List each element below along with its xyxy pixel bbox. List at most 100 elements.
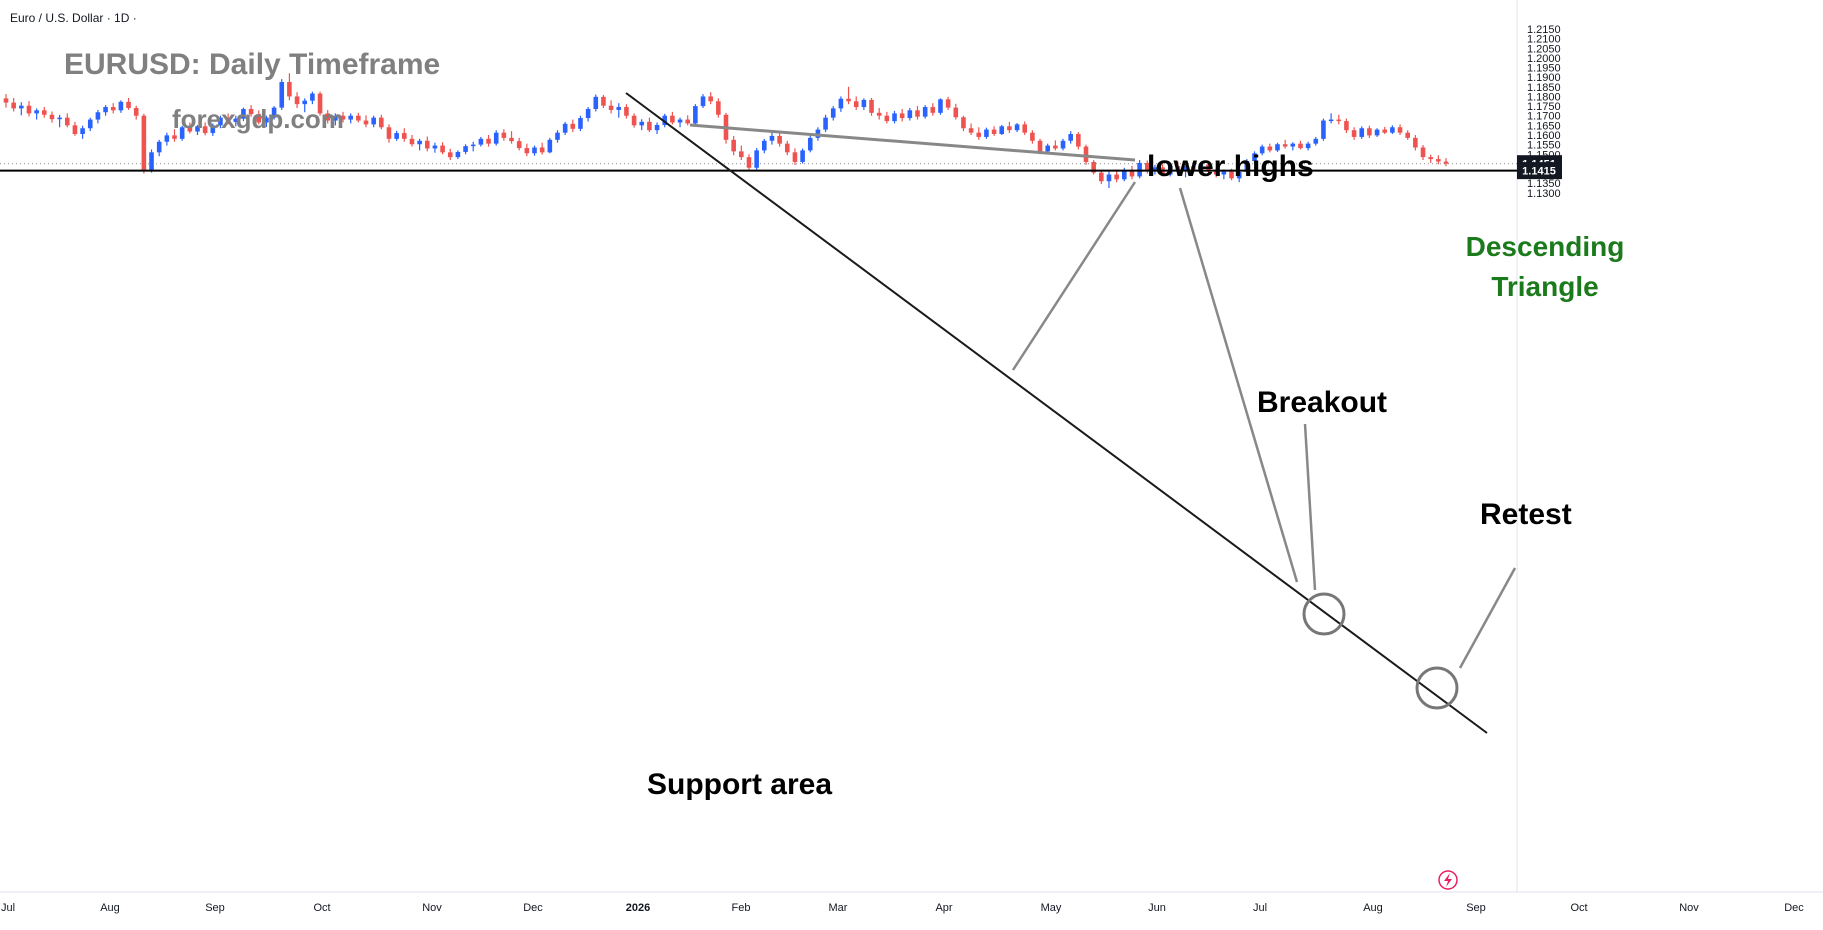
candle-body bbox=[532, 147, 537, 154]
candle bbox=[302, 98, 308, 113]
candle bbox=[57, 114, 62, 128]
candle bbox=[938, 98, 943, 115]
candle-body bbox=[976, 132, 982, 137]
candle-body bbox=[516, 141, 522, 149]
retest-pointer bbox=[1458, 567, 1517, 669]
candle-body bbox=[325, 113, 330, 121]
candle bbox=[670, 111, 675, 125]
candle-body bbox=[486, 138, 491, 144]
price-tick-label: 1.1650 bbox=[1527, 120, 1561, 132]
candle bbox=[1367, 125, 1372, 138]
candle bbox=[64, 113, 70, 128]
candle-body bbox=[1374, 129, 1380, 136]
candle bbox=[976, 127, 982, 140]
time-tick-label: Oct bbox=[1570, 902, 1587, 914]
candle bbox=[1443, 158, 1449, 167]
price-axis[interactable]: 1.21501.21001.20501.20001.19501.19001.18… bbox=[1527, 24, 1561, 200]
candle-body bbox=[1351, 130, 1357, 137]
candle bbox=[524, 143, 530, 157]
candle-body bbox=[447, 152, 453, 158]
candle bbox=[501, 129, 507, 141]
candle bbox=[762, 138, 767, 154]
candle-body bbox=[777, 135, 782, 144]
candle bbox=[49, 111, 55, 123]
candle-body bbox=[1045, 145, 1050, 152]
price-tick-label: 1.1300 bbox=[1527, 188, 1561, 200]
time-tick-label: Mar bbox=[829, 902, 848, 914]
candle-body bbox=[1076, 134, 1081, 147]
candle bbox=[915, 106, 920, 120]
candle bbox=[271, 106, 277, 120]
support-price-value: 1.1415 bbox=[1522, 166, 1556, 178]
candle-body bbox=[968, 128, 974, 133]
candle bbox=[1129, 165, 1135, 180]
lightning-icon[interactable] bbox=[1438, 870, 1458, 890]
candle-body bbox=[1152, 167, 1158, 172]
candle-body bbox=[241, 108, 246, 119]
candle-body bbox=[654, 124, 660, 131]
candle-body bbox=[1420, 147, 1426, 158]
candle bbox=[631, 113, 637, 128]
candle bbox=[1436, 155, 1441, 165]
candle-body bbox=[984, 129, 989, 137]
candle-body bbox=[1236, 171, 1242, 179]
time-tick-label: Aug bbox=[100, 902, 120, 914]
candle-body bbox=[769, 135, 775, 141]
candle bbox=[1420, 145, 1426, 161]
pointer-to-first-high bbox=[689, 123, 1136, 162]
time-axis[interactable]: Jul Aug Sep Oct Nov Dec 2026 Feb Mar Apr May Jun Jul… bbox=[1, 902, 1804, 914]
candle-body bbox=[616, 107, 622, 110]
candle-body bbox=[1275, 144, 1280, 151]
candle bbox=[654, 122, 660, 135]
candle bbox=[1305, 141, 1311, 151]
candle bbox=[287, 73, 292, 101]
candle bbox=[164, 132, 170, 146]
candle bbox=[463, 144, 468, 155]
candle-body bbox=[807, 137, 813, 151]
time-tick-label: Jun bbox=[1148, 902, 1166, 914]
candle bbox=[708, 92, 713, 105]
candle bbox=[731, 135, 736, 156]
candle bbox=[333, 113, 338, 126]
candle-body bbox=[379, 117, 384, 128]
candle bbox=[930, 103, 936, 116]
breakout-circle bbox=[1302, 592, 1346, 636]
candle-body bbox=[1436, 159, 1441, 162]
time-tick-label: May bbox=[1041, 902, 1062, 914]
descending-trendline[interactable] bbox=[625, 92, 1488, 734]
candle-body bbox=[846, 98, 851, 102]
support-price-tag[interactable]: 1.1415 bbox=[1517, 162, 1562, 180]
price-tick-label: 1.2150 bbox=[1527, 24, 1561, 36]
candle bbox=[87, 117, 93, 132]
candle bbox=[547, 137, 553, 154]
time-tick-label: Sep bbox=[205, 902, 225, 914]
candle-body bbox=[19, 105, 24, 109]
time-tick-label: Aug bbox=[1363, 902, 1383, 914]
candle-body bbox=[1083, 146, 1089, 162]
candle-body bbox=[991, 129, 997, 135]
candle bbox=[1428, 154, 1433, 163]
candle-body bbox=[639, 121, 645, 126]
candles bbox=[3, 73, 1449, 188]
candle-body bbox=[1390, 127, 1395, 133]
candle bbox=[1298, 140, 1303, 150]
candle-body bbox=[1259, 146, 1265, 154]
candle-body bbox=[417, 140, 422, 145]
candle bbox=[685, 115, 690, 126]
candle-body bbox=[493, 132, 499, 144]
candle-body bbox=[624, 107, 629, 116]
candle bbox=[953, 103, 959, 120]
candle bbox=[769, 132, 775, 145]
candle bbox=[3, 94, 9, 108]
candle-body bbox=[1367, 128, 1372, 136]
candle bbox=[386, 124, 392, 143]
candle bbox=[417, 138, 422, 151]
pointer-to-third-high bbox=[1178, 187, 1299, 583]
candle bbox=[486, 134, 491, 147]
candle bbox=[325, 109, 330, 124]
candle-body bbox=[463, 146, 468, 152]
candle-body bbox=[1344, 121, 1349, 131]
time-tick-label: Nov bbox=[1679, 902, 1699, 914]
